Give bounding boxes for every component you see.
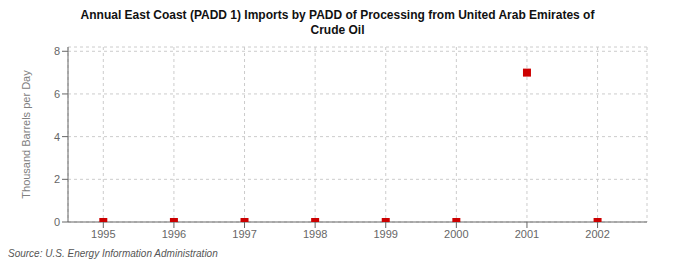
svg-text:Thousand Barrels per Day: Thousand Barrels per Day xyxy=(20,70,32,199)
svg-text:2001: 2001 xyxy=(515,228,539,240)
svg-text:2: 2 xyxy=(54,173,60,185)
html-text:Source: U.S. Energy Informatio: Source: U.S. Energy Information Administ… xyxy=(8,248,218,259)
svg-text:1997: 1997 xyxy=(232,228,256,240)
svg-text:8: 8 xyxy=(54,45,60,57)
svg-text:2002: 2002 xyxy=(585,228,609,240)
html-text:Annual East Coast (PADD 1) Imp: Annual East Coast (PADD 1) Imports by PA… xyxy=(80,8,595,22)
svg-text:1996: 1996 xyxy=(162,228,186,240)
svg-text:1998: 1998 xyxy=(303,228,327,240)
svg-text:6: 6 xyxy=(54,88,60,100)
html-text:Crude Oil: Crude Oil xyxy=(310,23,365,37)
svg-text:0: 0 xyxy=(54,216,60,228)
svg-text:4: 4 xyxy=(54,131,60,143)
svg-text:1999: 1999 xyxy=(374,228,398,240)
svg-text:1995: 1995 xyxy=(91,228,115,240)
svg-text:2000: 2000 xyxy=(444,228,468,240)
